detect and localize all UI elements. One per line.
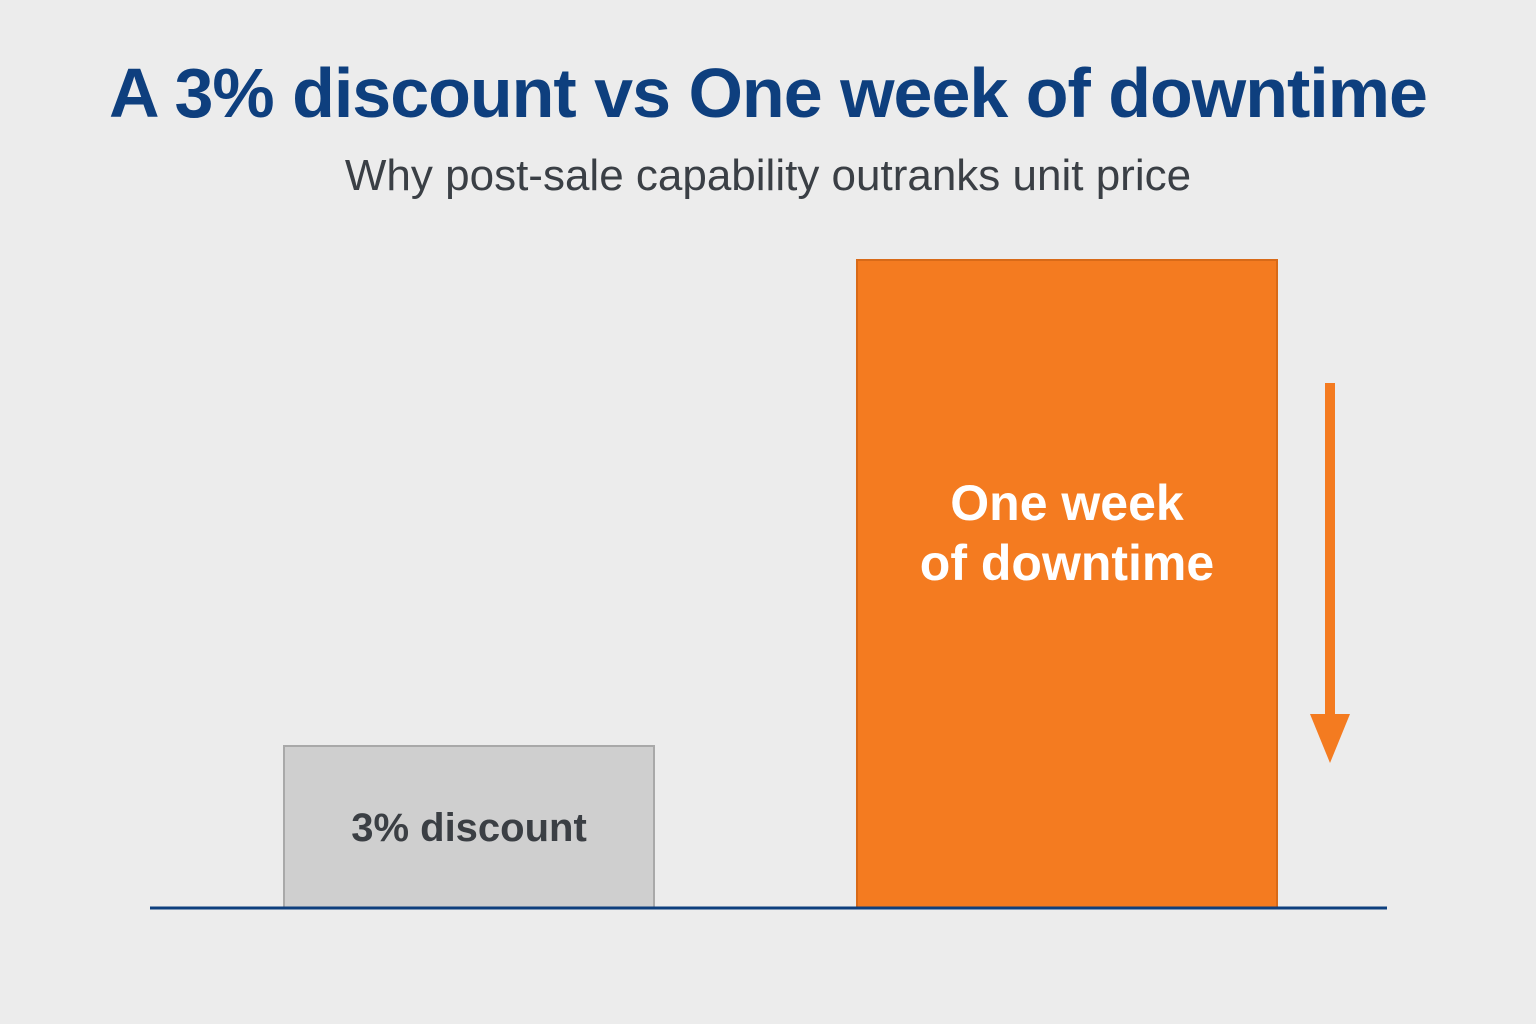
- bar-1: [856, 259, 1278, 909]
- chart-title: A 3% discount vs One week of downtime: [109, 54, 1428, 132]
- bar-label-1-line-0: One week: [950, 475, 1184, 531]
- chart-subtitle: Why post-sale capability outranks unit p…: [344, 151, 1192, 200]
- down-arrow-icon: [1310, 714, 1350, 763]
- bar-label-1-line-1: of downtime: [920, 535, 1214, 591]
- bar-label-0: 3% discount: [351, 806, 587, 850]
